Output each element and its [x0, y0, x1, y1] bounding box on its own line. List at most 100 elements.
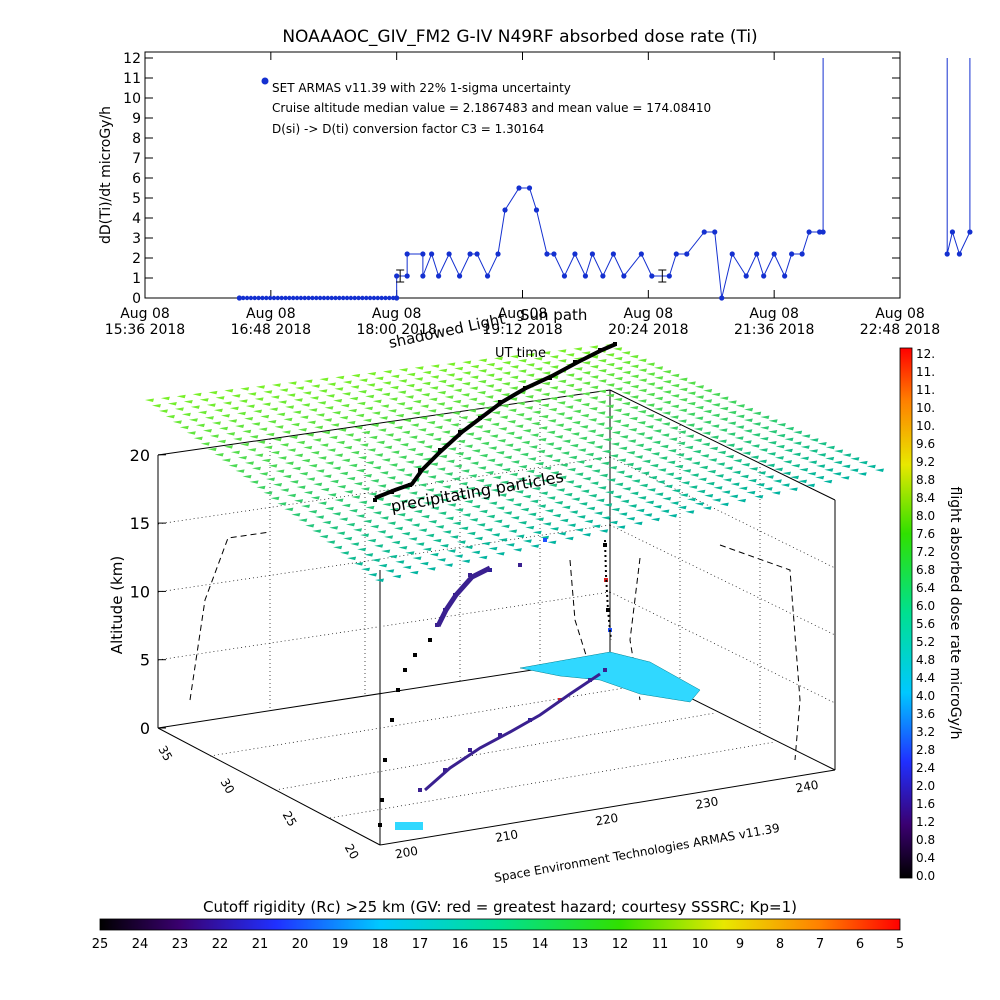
particle-arrow — [543, 454, 553, 458]
particle-arrow — [482, 483, 492, 488]
particle-arrow — [524, 482, 534, 486]
dose-point — [271, 295, 277, 301]
dose-point — [436, 273, 442, 279]
particle-arrow — [346, 476, 356, 481]
particle-arrow — [572, 484, 582, 489]
dose-point — [314, 295, 319, 301]
dose-colorbar-tick: 1.2 — [916, 815, 935, 829]
particle-arrow — [444, 395, 454, 399]
particle-arrow — [391, 540, 401, 545]
particle-arrow — [352, 438, 362, 442]
particle-arrow — [167, 402, 177, 406]
particle-arrow — [340, 551, 350, 555]
dose-point — [526, 185, 533, 191]
particle-arrow — [763, 487, 773, 491]
particle-arrow — [613, 356, 623, 361]
particle-arrow — [435, 525, 445, 529]
particle-arrow — [650, 452, 660, 456]
dose-point — [244, 295, 250, 301]
particle-arrow — [252, 466, 262, 471]
particle-arrow — [179, 425, 189, 430]
particle-arrow — [632, 467, 642, 471]
particle-arrow — [601, 516, 611, 520]
particle-arrow — [751, 422, 761, 426]
particle-arrow — [412, 399, 422, 404]
particle-arrow — [357, 390, 367, 394]
particle-arrow — [579, 425, 589, 429]
dose-colorbar-tick: 6.0 — [916, 599, 935, 613]
dose-colorbar-ticks: 0.0 0.4 0.8 1.2 1.6 2.0 2.4 2.8 3.2 3.6 4.0 4.4 4.8 5… — [916, 347, 935, 883]
dose-series-line — [239, 58, 824, 299]
particle-arrow — [665, 472, 675, 477]
particle-arrow — [533, 474, 543, 478]
particle-arrow — [509, 354, 519, 359]
particle-arrow — [419, 404, 429, 408]
particle-arrow — [320, 487, 330, 492]
particle-arrow — [675, 453, 685, 457]
particle-arrow — [677, 505, 687, 510]
particle-arrow — [339, 471, 349, 476]
particle-arrow — [283, 417, 293, 422]
particle-arrow — [686, 412, 696, 417]
particle-arrow — [711, 403, 721, 407]
track-point — [373, 498, 377, 502]
particle-arrow — [565, 373, 575, 377]
particle-arrow — [315, 469, 325, 473]
particle-arrow — [587, 429, 597, 433]
particle-arrow — [691, 461, 701, 466]
rc-colorbar-tick: 11 — [652, 937, 669, 952]
particle-arrow — [436, 467, 446, 471]
particle-arrow — [399, 442, 409, 447]
particle-arrow — [683, 457, 693, 461]
particle-arrow — [375, 497, 385, 502]
particle-arrow — [291, 466, 301, 471]
lat-tick-label: 20 — [342, 842, 362, 862]
particle-arrow — [849, 468, 859, 472]
particle-arrow — [671, 488, 681, 493]
particle-arrow — [554, 500, 564, 505]
dose-colorbar-tick: 5.6 — [916, 617, 935, 631]
particle-arrow — [357, 547, 367, 552]
particle-arrow — [509, 375, 519, 380]
dose-colorbar-tick: 6.8 — [916, 563, 935, 577]
particle-arrow — [586, 440, 596, 445]
particle-arrow — [419, 561, 429, 566]
particle-arrow — [816, 464, 826, 468]
particle-arrow — [637, 388, 647, 393]
particle-arrow — [726, 432, 736, 436]
particle-arrow — [674, 464, 684, 469]
particle-arrow — [382, 381, 392, 385]
particle-arrow — [556, 401, 566, 405]
particle-arrow — [473, 491, 483, 496]
dose-colorbar-tick: 4.0 — [916, 689, 935, 703]
particle-arrow — [731, 470, 741, 475]
particle-arrow — [224, 389, 234, 393]
rc-colorbar-tick: 16 — [452, 937, 469, 952]
particle-arrow — [158, 409, 168, 413]
particle-arrow — [451, 477, 461, 481]
rc-colorbar-tick: 5 — [896, 937, 904, 952]
particle-arrow — [209, 434, 219, 438]
particle-arrow — [621, 360, 631, 365]
particle-arrow — [272, 437, 282, 442]
particle-arrow — [286, 448, 296, 452]
particle-arrow — [306, 420, 316, 425]
particle-arrow — [557, 531, 567, 536]
particle-arrow — [396, 513, 406, 517]
particle-arrow — [427, 519, 437, 524]
particle-arrow — [284, 507, 294, 512]
particle-arrow — [700, 454, 710, 458]
particle-arrow — [240, 387, 250, 391]
particle-arrow — [540, 478, 550, 483]
particle-arrow — [662, 370, 672, 374]
dose-point — [572, 251, 578, 257]
particle-arrow — [394, 481, 404, 485]
particle-arrow — [372, 511, 382, 515]
particle-arrow — [642, 447, 652, 452]
particle-arrow — [378, 563, 388, 568]
particle-arrow — [351, 373, 361, 378]
particle-arrow — [834, 449, 844, 454]
particle-arrow — [569, 443, 579, 448]
particle-arrow — [785, 426, 794, 431]
particle-arrow — [484, 395, 494, 399]
